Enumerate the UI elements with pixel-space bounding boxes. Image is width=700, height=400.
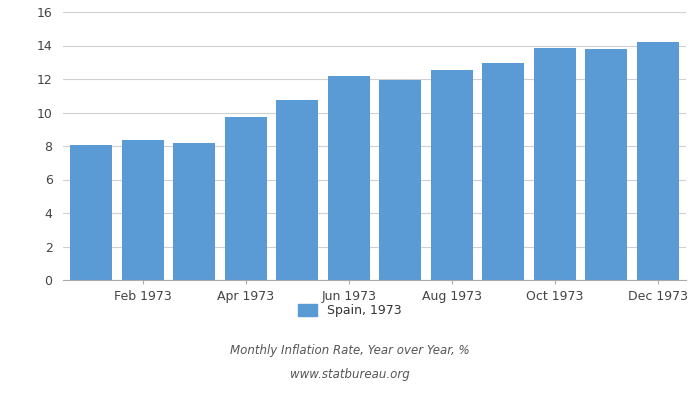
Bar: [122, 140, 164, 280]
Bar: [225, 117, 267, 280]
Bar: [585, 48, 627, 280]
Bar: [328, 76, 370, 280]
Bar: [379, 80, 421, 280]
Bar: [276, 100, 318, 280]
Bar: [636, 42, 679, 280]
Legend: Spain, 1973: Spain, 1973: [298, 304, 402, 317]
Text: www.statbureau.org: www.statbureau.org: [290, 368, 410, 381]
Text: Monthly Inflation Rate, Year over Year, %: Monthly Inflation Rate, Year over Year, …: [230, 344, 470, 357]
Bar: [533, 48, 576, 280]
Bar: [430, 70, 473, 280]
Bar: [482, 64, 524, 280]
Bar: [70, 145, 113, 280]
Bar: [173, 143, 216, 280]
